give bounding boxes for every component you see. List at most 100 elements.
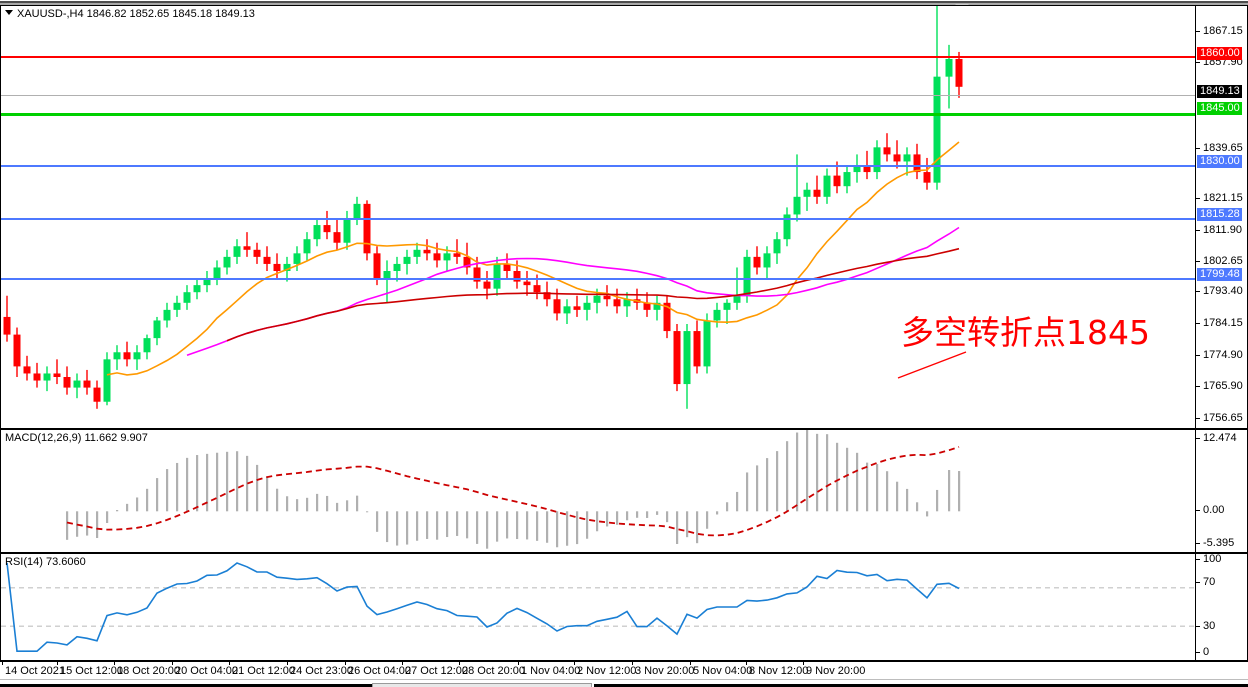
candle [103,352,111,406]
macd-histogram-bar [716,511,719,515]
macd-histogram-bar [896,481,899,512]
macd-histogram-bar [586,511,589,539]
macd-histogram-bar [126,503,129,512]
macd-panel[interactable]: MACD(12,26,9) 11.662 9.907 [0,429,1196,553]
macd-histogram-bar [156,478,159,512]
macd-histogram-bar [626,511,629,521]
macd-tick: 12.474 [1196,433,1237,444]
price-tick: 1839.65 [1196,143,1243,154]
macd-histogram-bar [396,511,399,546]
rsi-panel[interactable]: RSI(14) 73.6060 [0,553,1196,661]
candle [853,154,861,183]
candle [183,285,191,310]
macd-histogram-bar [796,432,799,512]
candle [43,366,51,392]
price-tag-1815-28[interactable]: 1815.28 [1197,208,1242,221]
symbol-header-text: XAUUSD-,H4 1846.82 1852.65 1845.18 1849.… [17,8,255,20]
macd-histogram-bar [296,499,299,512]
level-line-pivot-1845[interactable] [1,113,1195,116]
candle [613,288,621,314]
time-tick-label: 2 Nov 12:00 [574,661,636,677]
macd-histogram-bar [496,511,499,542]
price-tag-1849-13[interactable]: 1849.13 [1197,85,1242,98]
candle [343,210,351,250]
level-line-current-price-1849[interactable] [1,95,1195,96]
rsi-label: RSI(14) 73.6060 [5,556,86,568]
macd-axis[interactable]: 12.474 0.00 -5.395 [1196,429,1248,553]
macd-histogram-bar [196,455,199,512]
level-line-support-1815[interactable] [1,218,1195,220]
price-tag-1845-00[interactable]: 1845.00 [1197,102,1242,115]
candle [173,295,181,317]
price-chart-panel[interactable]: 多空转折点1845 XAUUSD-,H4 1846.82 1852.65 184… [0,5,1196,429]
time-tick-label: 9 Nov 20:00 [803,661,865,677]
ma-mid-line [186,226,960,356]
scrollbar-thumb[interactable] [372,683,592,687]
level-line-support-1799[interactable] [1,278,1195,280]
candle [323,210,331,240]
macd-histogram-bar [116,510,119,512]
candle [23,355,31,381]
candle [563,299,571,324]
macd-histogram-bar [266,476,269,512]
candlestick-series [3,6,963,409]
time-tick-label: 1 Nov 04:00 [518,661,580,677]
macd-histogram-bar [226,451,229,512]
candle [693,320,701,374]
level-line-resistance-1860[interactable] [1,56,1195,58]
macd-inner [1,430,1195,552]
scrollbar-right-region[interactable] [594,684,1248,687]
macd-histogram-bar [136,497,139,512]
candle [723,299,731,324]
macd-histogram-bar [786,441,789,512]
candle [673,324,681,392]
macd-histogram-bar [386,511,389,543]
macd-histogram-bar [506,511,509,539]
price-tag-1860-00[interactable]: 1860.00 [1197,47,1242,60]
window-titlebar [0,0,1248,5]
rsi-inner [1,554,1195,660]
rsi-series [1,562,1195,652]
price-axis[interactable]: 1867.15 1857.90 1839.65 1821.15 1811.90 1802.… [1196,5,1248,429]
macd-histogram-bar [906,488,909,512]
candle [573,295,581,317]
macd-histogram-bar [606,511,609,527]
macd-histogram-bar [246,455,249,512]
candle [423,239,431,261]
price-tag-1830-00[interactable]: 1830.00 [1197,155,1242,168]
time-tick-label: 3 Nov 20:00 [632,661,694,677]
macd-histogram-bar [366,511,369,513]
candle [303,232,311,261]
candle [143,334,151,360]
candle [663,295,671,339]
macd-histogram-bar [596,511,599,532]
level-line-support-1830[interactable] [1,165,1195,167]
candle [903,147,911,176]
macd-histogram-bar [436,511,439,540]
price-tag-1799-48[interactable]: 1799.48 [1197,268,1242,281]
candle [363,200,371,261]
candle [233,239,241,264]
ma-slow-line [226,247,960,342]
candle [843,165,851,194]
candle [193,278,201,300]
time-tick-label: 5 Nov 04:00 [690,661,752,677]
horizontal-scrollbar[interactable] [0,679,1248,687]
macd-histogram-bar [636,511,639,518]
time-tick-label: 27 Oct 12:00 [402,661,468,677]
macd-histogram-bar [706,511,709,529]
macd-histogram-bar [416,511,419,541]
macd-histogram-bar [616,511,619,525]
macd-histogram-bar [916,502,919,512]
candle [123,341,131,367]
candle [773,232,781,264]
scrollbar-left-region[interactable] [0,684,372,687]
candle [263,246,271,271]
macd-histogram-bar [96,511,99,539]
scrollbar-track[interactable] [0,682,1248,687]
candle [203,271,211,293]
chevron-down-icon[interactable] [5,10,13,15]
time-axis[interactable]: 14 Oct 2021 15 Oct 12:00 18 Oct 20:00 20 Oc… [0,661,1248,679]
rsi-axis[interactable]: 100 70 30 0 [1196,553,1248,661]
